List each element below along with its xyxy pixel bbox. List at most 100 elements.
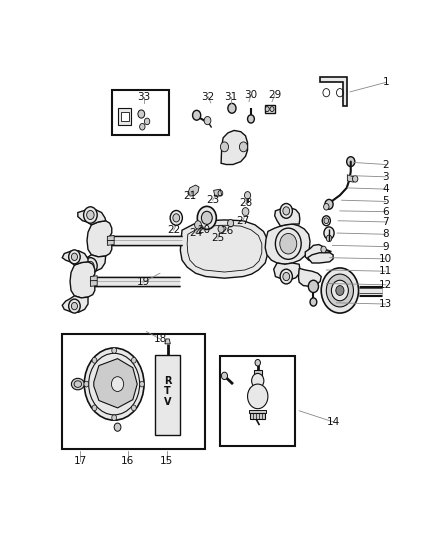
Polygon shape	[249, 409, 266, 413]
Circle shape	[242, 207, 249, 216]
Circle shape	[84, 348, 144, 420]
Circle shape	[353, 175, 358, 182]
Circle shape	[324, 227, 334, 239]
Circle shape	[193, 110, 201, 120]
Polygon shape	[99, 236, 182, 245]
Text: 8: 8	[382, 229, 389, 239]
Text: 24: 24	[189, 228, 202, 238]
Circle shape	[69, 250, 80, 264]
Polygon shape	[165, 339, 170, 344]
Circle shape	[247, 384, 268, 409]
Circle shape	[87, 261, 94, 270]
Circle shape	[170, 211, 182, 225]
Polygon shape	[180, 220, 268, 278]
Polygon shape	[188, 185, 199, 196]
Circle shape	[332, 280, 348, 301]
Text: 5: 5	[382, 197, 389, 206]
Circle shape	[71, 302, 78, 310]
Text: 6: 6	[382, 207, 389, 217]
Circle shape	[218, 225, 224, 232]
Text: 10: 10	[379, 254, 392, 264]
Circle shape	[84, 381, 88, 387]
Bar	[220, 356, 295, 447]
Polygon shape	[107, 236, 114, 241]
Circle shape	[228, 103, 236, 113]
Circle shape	[222, 372, 227, 379]
Circle shape	[131, 405, 136, 411]
Circle shape	[321, 246, 326, 253]
Circle shape	[112, 348, 117, 353]
Circle shape	[87, 211, 94, 220]
Circle shape	[310, 298, 317, 306]
Polygon shape	[265, 105, 275, 113]
Circle shape	[240, 142, 247, 152]
Polygon shape	[120, 111, 129, 122]
Bar	[112, 90, 170, 134]
Circle shape	[280, 233, 297, 254]
Text: 13: 13	[379, 299, 392, 309]
Text: 1: 1	[382, 77, 389, 87]
Circle shape	[69, 299, 80, 313]
Circle shape	[326, 235, 332, 241]
Text: 17: 17	[74, 456, 87, 466]
Text: 4: 4	[382, 184, 389, 194]
Circle shape	[227, 220, 233, 227]
Text: 30: 30	[244, 90, 258, 100]
Text: 23: 23	[206, 195, 219, 205]
Text: 32: 32	[201, 92, 215, 102]
Text: 22: 22	[167, 225, 180, 235]
Polygon shape	[90, 276, 97, 281]
Circle shape	[92, 358, 97, 363]
Polygon shape	[347, 175, 353, 182]
Circle shape	[204, 117, 211, 125]
Polygon shape	[78, 209, 106, 225]
Polygon shape	[305, 245, 325, 262]
Polygon shape	[62, 251, 88, 265]
Polygon shape	[320, 77, 347, 106]
Circle shape	[336, 286, 344, 295]
Text: 20: 20	[198, 225, 211, 235]
Text: 18: 18	[153, 334, 166, 344]
Bar	[62, 334, 205, 449]
Polygon shape	[250, 413, 265, 419]
Text: 28: 28	[239, 198, 252, 208]
Text: 33: 33	[137, 92, 150, 102]
Circle shape	[324, 218, 328, 224]
Text: 7: 7	[382, 217, 389, 227]
Text: 9: 9	[382, 241, 389, 252]
Text: 16: 16	[121, 456, 134, 466]
Ellipse shape	[71, 378, 84, 390]
Circle shape	[145, 118, 150, 125]
Polygon shape	[94, 359, 137, 408]
Polygon shape	[265, 224, 310, 264]
Circle shape	[71, 253, 78, 261]
Polygon shape	[214, 189, 222, 197]
Circle shape	[283, 272, 290, 281]
Polygon shape	[221, 131, 247, 165]
Circle shape	[114, 423, 121, 431]
Circle shape	[280, 269, 293, 284]
Circle shape	[347, 157, 355, 166]
Circle shape	[244, 191, 251, 199]
Polygon shape	[90, 281, 97, 286]
Text: 27: 27	[237, 216, 250, 226]
Circle shape	[325, 199, 333, 209]
Text: 31: 31	[225, 92, 238, 102]
Circle shape	[111, 377, 124, 391]
Polygon shape	[155, 356, 180, 435]
Text: 2: 2	[382, 159, 389, 169]
Polygon shape	[274, 263, 300, 280]
Text: 11: 11	[379, 266, 392, 276]
Circle shape	[138, 110, 145, 118]
Text: 15: 15	[160, 456, 173, 466]
Circle shape	[308, 280, 318, 293]
Circle shape	[201, 211, 212, 224]
Polygon shape	[275, 207, 300, 226]
Circle shape	[84, 257, 97, 274]
Circle shape	[326, 274, 353, 307]
Circle shape	[321, 268, 359, 313]
Text: 3: 3	[382, 172, 389, 182]
Circle shape	[265, 107, 269, 111]
Circle shape	[251, 374, 264, 388]
Text: 19: 19	[136, 277, 150, 287]
